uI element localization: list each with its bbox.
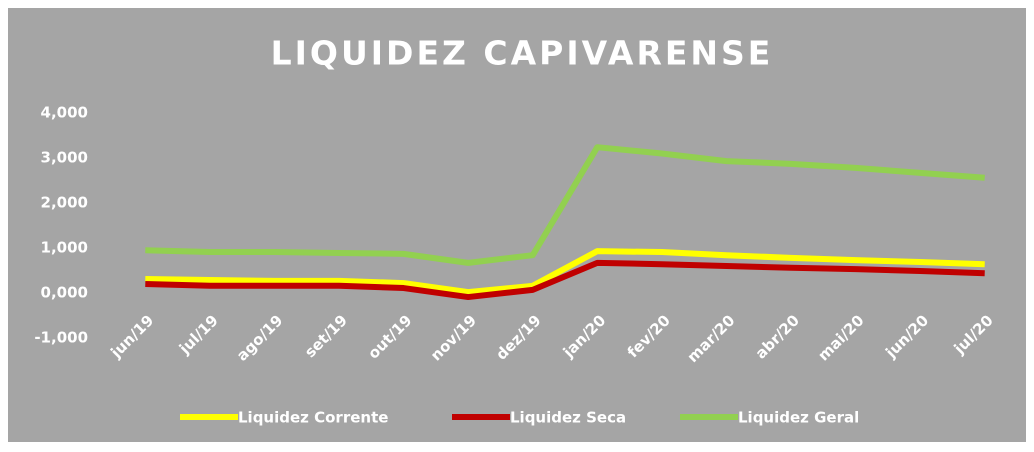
- chart-background: [8, 8, 1026, 442]
- chart-title: LIQUIDEZ CAPIVARENSE: [271, 34, 774, 73]
- line-series: [145, 259, 985, 301]
- line-series: [145, 144, 985, 266]
- legend-label: Liquidez Corrente: [238, 409, 388, 427]
- legend-label: Liquidez Seca: [510, 409, 626, 427]
- y-tick-label: 1,000: [41, 239, 88, 257]
- y-tick-label: 0,000: [41, 284, 88, 302]
- line-series: [145, 248, 985, 296]
- y-tick-label: 3,000: [41, 149, 88, 167]
- y-tick-label: 2,000: [41, 194, 88, 212]
- legend-label: Liquidez Geral: [738, 409, 859, 427]
- y-tick-label: 4,000: [41, 104, 88, 122]
- y-tick-label: -1,000: [34, 329, 88, 347]
